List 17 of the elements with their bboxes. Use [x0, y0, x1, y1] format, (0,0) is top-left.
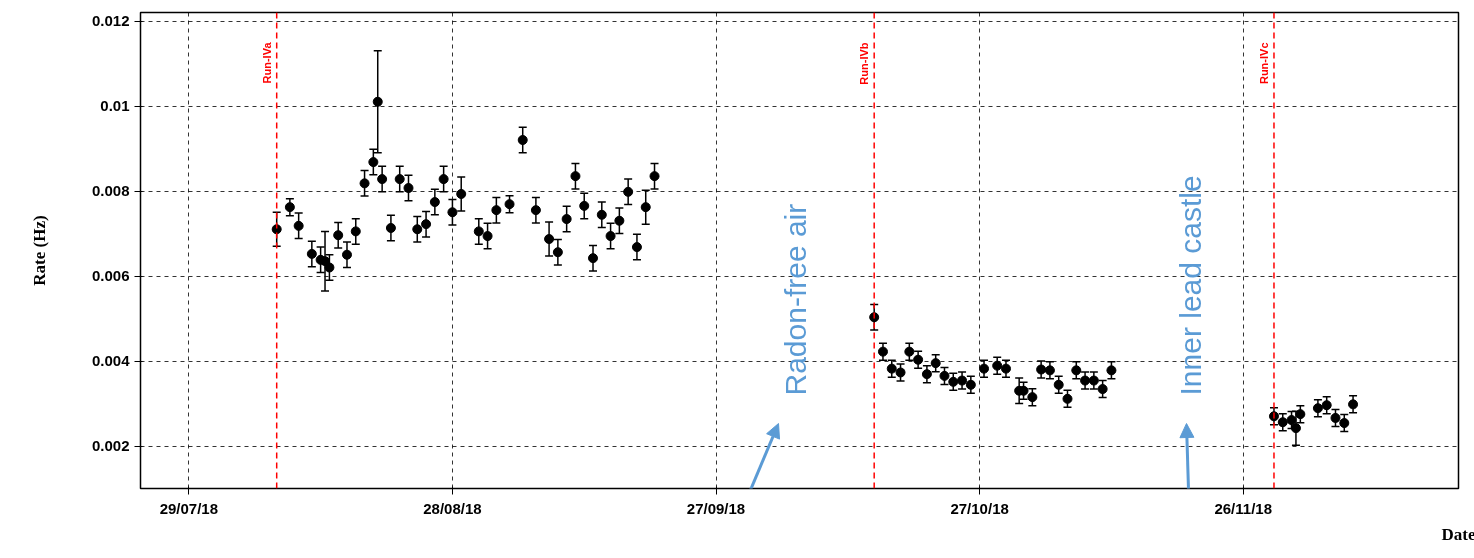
y-tick-label: 0.012	[91, 12, 130, 29]
y-tick-label: 0.002	[91, 437, 130, 454]
x-tick-label: 28/08/18	[423, 499, 482, 517]
y-tick-label: 0.006	[91, 267, 130, 284]
x-tick-label: 29/07/18	[159, 499, 219, 517]
y-tick-label: 0.004	[91, 352, 131, 369]
ref-line-label: Run-IVa	[260, 41, 273, 84]
y-tick-label: 0.008	[91, 182, 130, 199]
annotation: Inner lead castle	[1174, 175, 1207, 396]
x-tick-label: 26/11/18	[1214, 499, 1273, 517]
x-tick-label: 27/09/18	[686, 499, 746, 517]
y-axis-title: Rate (Hz)	[29, 215, 49, 286]
x-tick-label: 27/10/18	[950, 499, 1009, 517]
y-tick-label: 0.01	[100, 97, 130, 114]
ref-line-label: Run-IVb	[858, 42, 871, 85]
ref-line-label: Run-IVc	[1257, 42, 1270, 85]
annotation: Radon-free air	[779, 203, 812, 396]
